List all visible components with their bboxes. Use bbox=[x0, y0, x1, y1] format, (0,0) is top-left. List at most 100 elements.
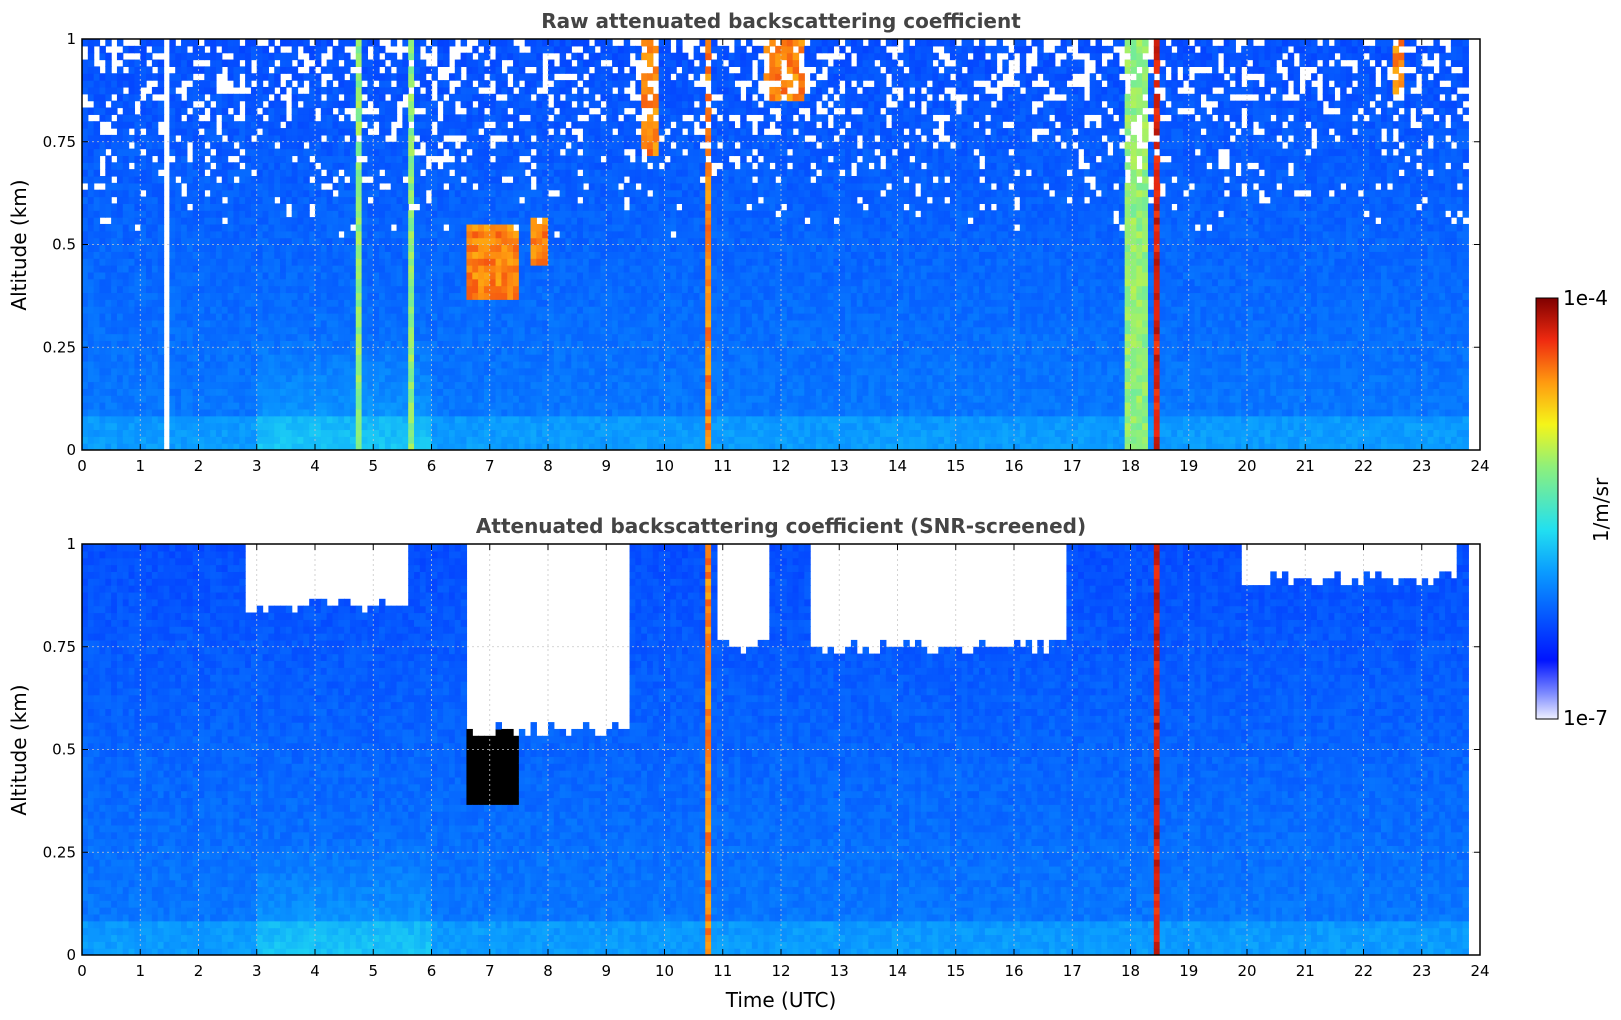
heatmap-cell bbox=[175, 367, 182, 376]
heatmap-cell bbox=[210, 45, 217, 54]
heatmap-cell bbox=[524, 436, 532, 444]
heatmap-cell bbox=[396, 196, 403, 204]
heatmap-cell bbox=[390, 52, 398, 61]
heatmap-cell bbox=[414, 395, 421, 403]
heatmap-cell bbox=[285, 408, 293, 417]
heatmap-cell bbox=[169, 299, 176, 307]
heatmap-cell bbox=[192, 292, 200, 300]
heatmap-cell bbox=[122, 299, 130, 307]
heatmap-cell bbox=[309, 381, 316, 389]
heatmap-cell bbox=[431, 39, 438, 47]
heatmap-cell bbox=[204, 429, 211, 437]
heatmap-cell bbox=[617, 319, 625, 328]
heatmap-cell bbox=[210, 251, 217, 259]
heatmap-cell bbox=[448, 107, 456, 115]
heatmap-cell bbox=[565, 155, 572, 163]
heatmap-cell bbox=[448, 182, 456, 191]
heatmap-cell bbox=[315, 374, 322, 383]
heatmap-cell bbox=[559, 86, 567, 95]
heatmap-cell bbox=[478, 148, 485, 157]
heatmap-cell bbox=[181, 203, 188, 211]
heatmap-cell bbox=[501, 189, 508, 198]
heatmap-cell bbox=[536, 52, 543, 61]
heatmap-cell bbox=[285, 278, 293, 287]
heatmap-cell bbox=[367, 217, 374, 225]
heatmap-cell bbox=[565, 176, 572, 184]
heatmap-cell bbox=[262, 182, 269, 191]
heatmap-cell bbox=[489, 66, 497, 74]
heatmap-cell bbox=[198, 52, 205, 61]
heatmap-cell bbox=[175, 162, 182, 170]
heatmap-cell bbox=[93, 388, 101, 396]
heatmap-cell bbox=[594, 367, 602, 376]
heatmap-cell bbox=[303, 189, 310, 198]
heatmap-cell bbox=[355, 80, 363, 88]
heatmap-cell bbox=[507, 128, 514, 136]
heatmap-cell bbox=[239, 429, 246, 437]
heatmap-cell bbox=[448, 223, 456, 232]
heatmap-cell bbox=[210, 436, 217, 444]
heatmap-cell bbox=[384, 408, 392, 417]
heatmap-cell bbox=[338, 333, 345, 341]
heatmap-cell bbox=[303, 155, 310, 163]
heatmap-cell bbox=[99, 388, 106, 396]
heatmap-cell bbox=[419, 436, 427, 444]
heatmap-cell bbox=[414, 340, 421, 348]
heatmap-cell bbox=[140, 313, 147, 321]
heatmap-cell bbox=[419, 66, 427, 74]
heatmap-cell bbox=[210, 408, 217, 417]
heatmap-cell bbox=[274, 402, 281, 410]
heatmap-cell bbox=[454, 381, 462, 389]
heatmap-cell bbox=[320, 347, 328, 355]
heatmap-cell bbox=[548, 210, 555, 218]
heatmap-cell bbox=[402, 141, 409, 150]
heatmap-cell bbox=[419, 319, 427, 328]
heatmap-cell bbox=[151, 367, 159, 376]
heatmap-cell bbox=[553, 141, 561, 150]
heatmap-cell bbox=[128, 340, 136, 348]
heatmap-cell bbox=[210, 189, 217, 198]
heatmap-cell bbox=[396, 381, 403, 389]
heatmap-cell bbox=[303, 182, 310, 191]
heatmap-cell bbox=[530, 244, 537, 252]
heatmap-cell bbox=[349, 128, 357, 136]
heatmap-cell bbox=[87, 429, 95, 437]
heatmap-cell bbox=[285, 155, 293, 163]
heatmap-cell bbox=[379, 299, 386, 307]
heatmap-cell bbox=[478, 223, 485, 232]
heatmap-cell bbox=[198, 292, 205, 300]
heatmap-cell bbox=[245, 381, 252, 389]
heatmap-cell bbox=[548, 217, 555, 225]
heatmap-cell bbox=[414, 52, 421, 61]
heatmap-cell bbox=[443, 306, 450, 314]
heatmap-cell bbox=[303, 422, 310, 431]
heatmap-cell bbox=[355, 244, 363, 252]
heatmap-cell bbox=[612, 313, 619, 321]
heatmap-cell bbox=[530, 128, 537, 136]
heatmap-cell bbox=[221, 395, 229, 403]
heatmap-cell bbox=[495, 128, 502, 136]
heatmap-cell bbox=[198, 66, 205, 74]
heatmap-cell bbox=[134, 189, 141, 198]
heatmap-cell bbox=[285, 374, 293, 383]
heatmap-cell bbox=[367, 374, 374, 383]
heatmap-cell bbox=[472, 176, 479, 184]
heatmap-cell bbox=[151, 114, 159, 122]
heatmap-cell bbox=[361, 196, 369, 204]
heatmap-cell bbox=[227, 388, 235, 396]
heatmap-cell bbox=[495, 39, 502, 47]
heatmap-cell bbox=[204, 162, 211, 170]
heatmap-cell bbox=[379, 347, 386, 355]
heatmap-cell bbox=[245, 237, 252, 246]
heatmap-cell bbox=[530, 367, 537, 376]
heatmap-cell bbox=[501, 374, 508, 383]
heatmap-cell bbox=[507, 347, 514, 355]
heatmap-cell bbox=[233, 244, 240, 252]
heatmap-cell bbox=[460, 86, 468, 95]
heatmap-cell bbox=[571, 402, 578, 410]
heatmap-cell bbox=[478, 360, 485, 369]
heatmap-cell bbox=[518, 223, 526, 232]
heatmap-cell bbox=[571, 299, 578, 307]
heatmap-cell bbox=[116, 86, 124, 95]
heatmap-cell bbox=[373, 134, 380, 143]
